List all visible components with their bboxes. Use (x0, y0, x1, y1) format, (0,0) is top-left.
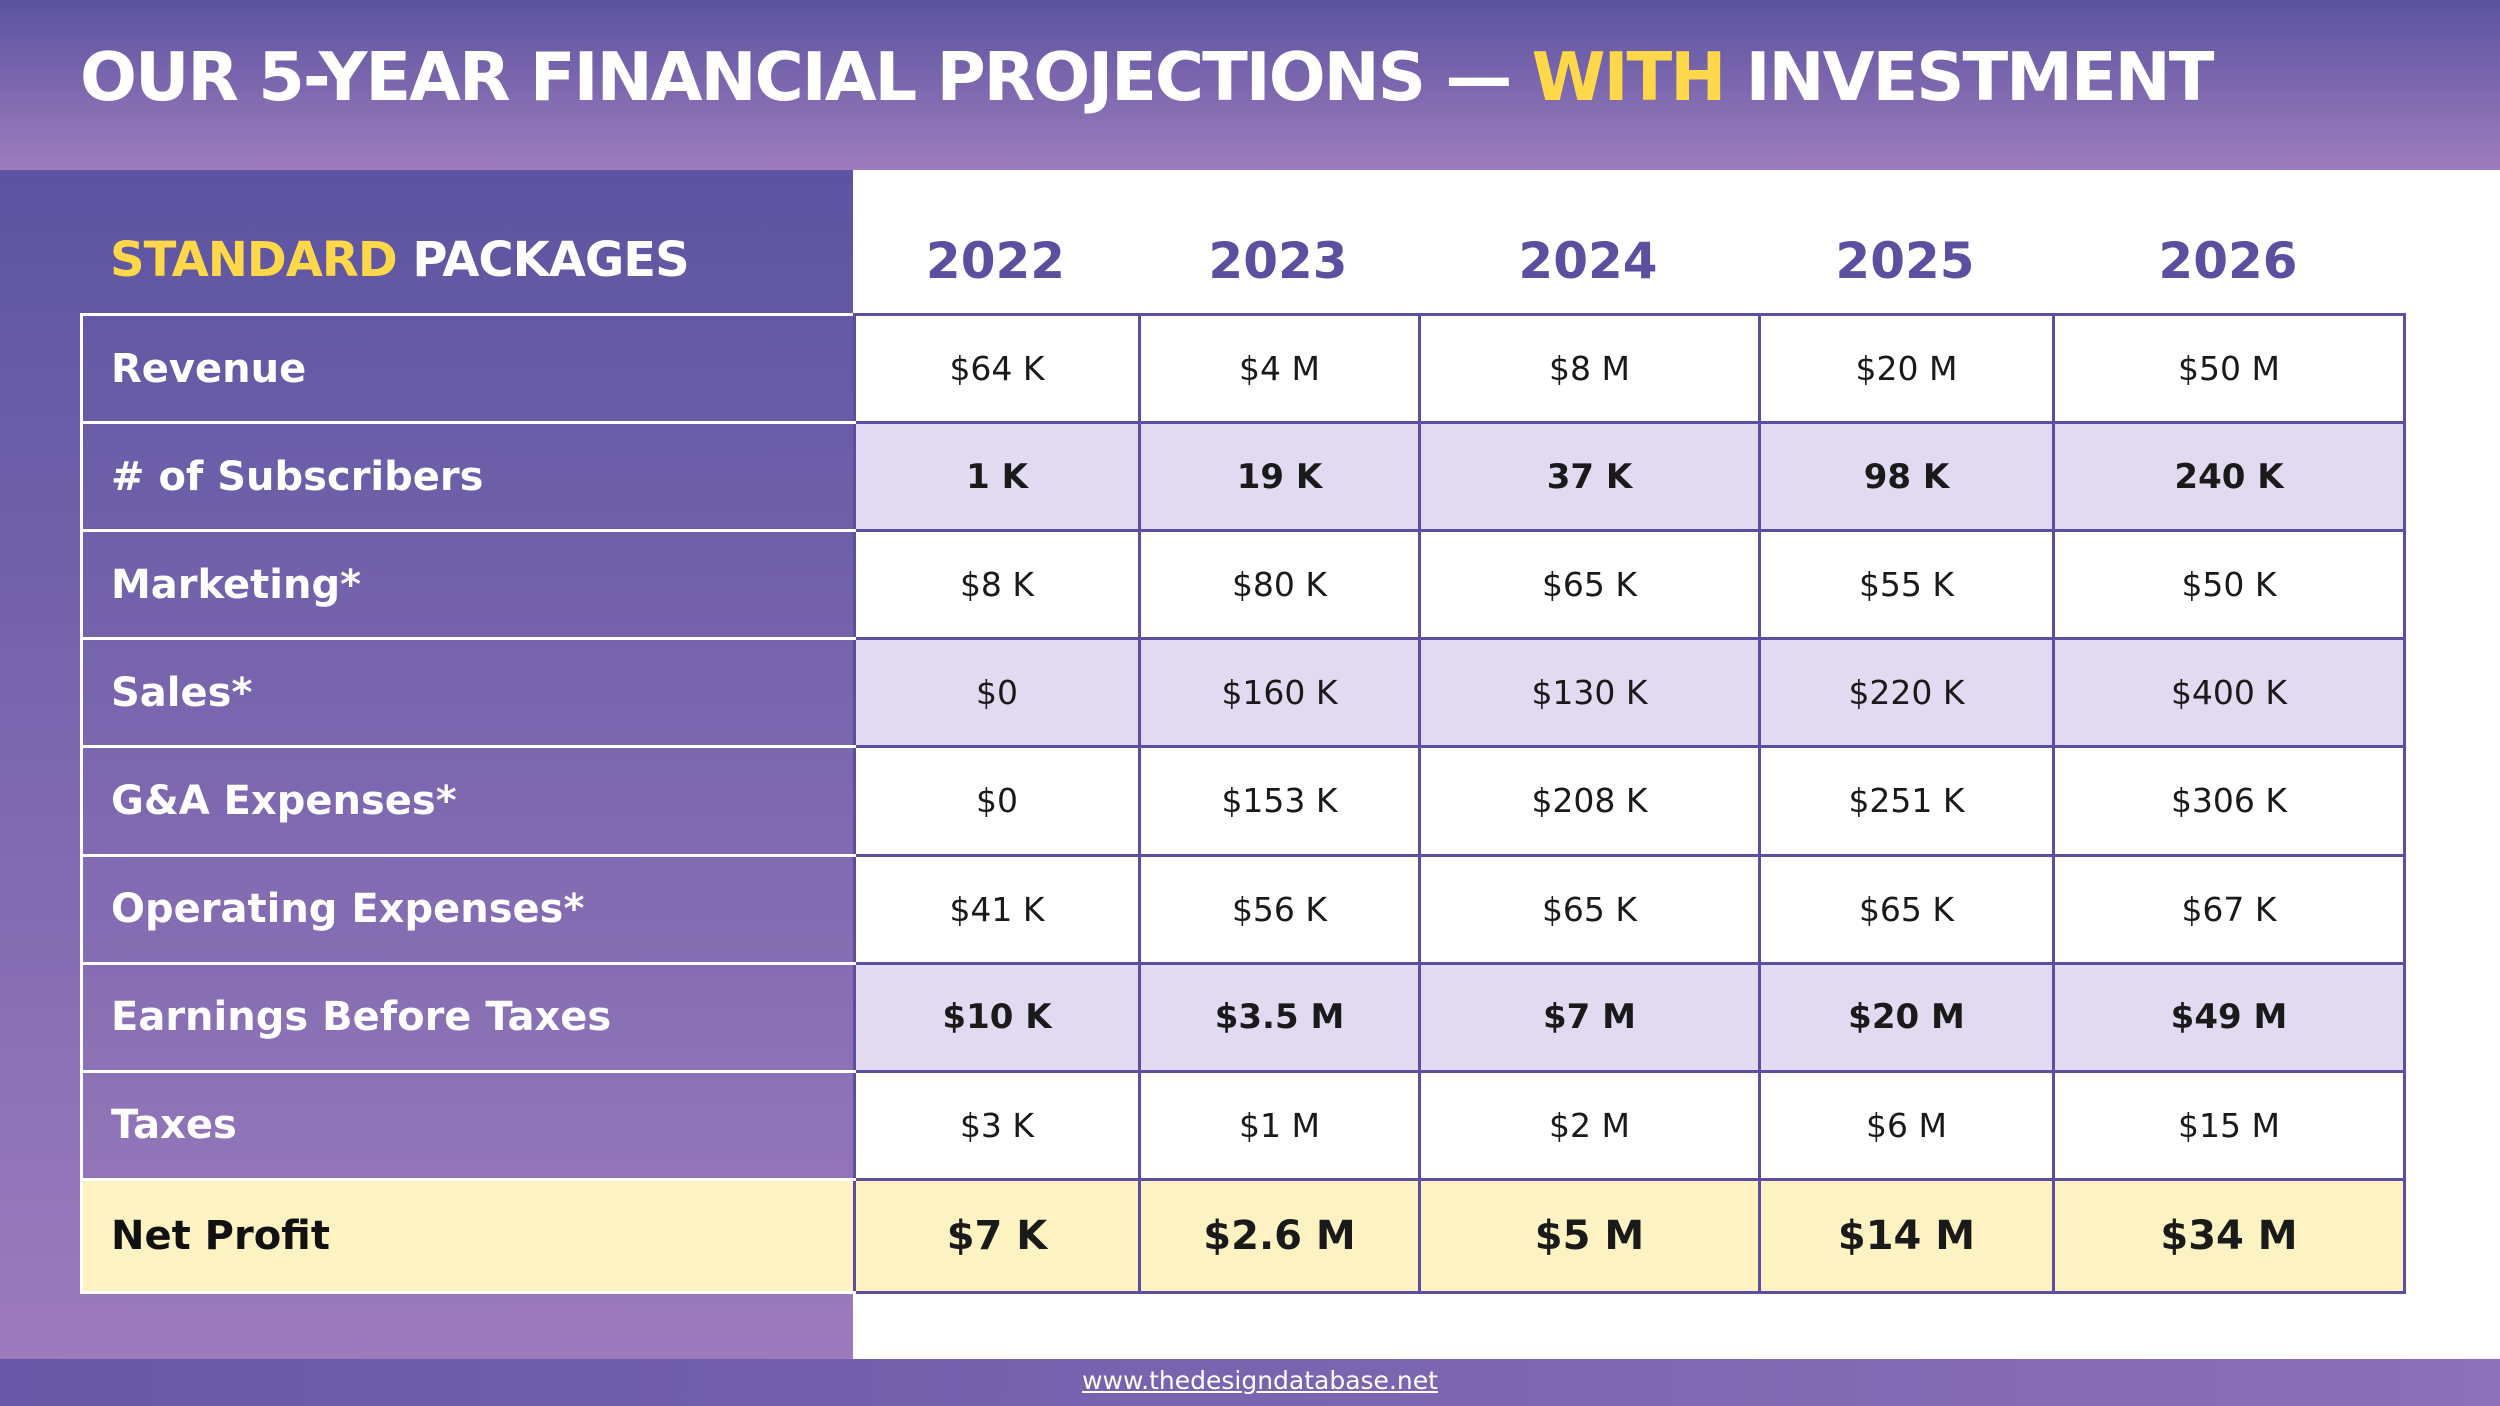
table-cell: 98 K (1758, 421, 2055, 533)
table-cell: $14 M (1758, 1177, 2055, 1295)
row-label: Sales* (80, 637, 856, 749)
table-row-sales: Sales* $0 $160 K $130 K $220 K $400 K (80, 637, 2406, 749)
title-part-1: OUR 5-YEAR FINANCIAL PROJECTIONS — (80, 38, 1532, 116)
table-cell: 19 K (1138, 421, 1421, 533)
row-label: Net Profit (80, 1177, 856, 1295)
table-row-subscribers: # of Subscribers 1 K 19 K 37 K 98 K 240 … (80, 421, 2406, 533)
table-cell: $34 M (2052, 1177, 2406, 1295)
table-cell: $80 K (1138, 529, 1421, 641)
year-header-2024: 2024 (1518, 232, 1658, 290)
table-cell: $65 K (1418, 529, 1761, 641)
table-row-revenue: Revenue $64 K $4 M $8 M $20 M $50 M (80, 312, 2406, 425)
title-highlight: WITH (1531, 38, 1727, 116)
table-cell: $20 M (1758, 961, 2055, 1073)
table-cell: $251 K (1758, 745, 2055, 857)
table-cell: $208 K (1418, 745, 1761, 857)
table-cell: $0 (853, 745, 1141, 857)
section-title-rest: PACKAGES (396, 232, 689, 288)
table-cell: $15 M (2052, 1069, 2406, 1181)
table-cell: $10 K (853, 961, 1141, 1073)
row-label: Operating Expenses* (80, 853, 856, 965)
website-link[interactable]: www.thedesigndatabase.net (1082, 1366, 1438, 1395)
page-title: OUR 5-YEAR FINANCIAL PROJECTIONS — WITH … (80, 38, 2215, 116)
table-cell: $64 K (853, 312, 1141, 425)
year-header-2022: 2022 (925, 232, 1066, 290)
table-cell: $67 K (2052, 853, 2406, 965)
title-part-2: INVESTMENT (1724, 38, 2215, 116)
row-label: G&A Expenses* (80, 745, 856, 857)
row-label: Taxes (80, 1069, 856, 1181)
header-banner (0, 0, 2500, 170)
table-cell: $160 K (1138, 637, 1421, 749)
table-cell: $2.6 M (1138, 1177, 1421, 1295)
table-cell: 240 K (2052, 421, 2406, 533)
section-title-highlight: STANDARD (110, 232, 398, 288)
table-cell: $306 K (2052, 745, 2406, 857)
row-label: Marketing* (80, 529, 856, 641)
table-cell: 37 K (1418, 421, 1761, 533)
table-cell: $7 M (1418, 961, 1761, 1073)
row-label: Earnings Before Taxes (80, 961, 856, 1073)
table-row-earnings-before-taxes: Earnings Before Taxes $10 K $3.5 M $7 M … (80, 961, 2406, 1073)
table-row-net-profit: Net Profit $7 K $2.6 M $5 M $14 M $34 M (80, 1177, 2406, 1295)
table-cell: $50 M (2052, 312, 2406, 425)
table-cell: $8 M (1418, 312, 1761, 425)
table-row-operating-expenses: Operating Expenses* $41 K $56 K $65 K $6… (80, 853, 2406, 965)
table-cell: $5 M (1418, 1177, 1761, 1295)
table-cell: $3 K (853, 1069, 1141, 1181)
row-label: # of Subscribers (80, 421, 856, 533)
year-header-2026: 2026 (2158, 232, 2298, 290)
table-cell: $50 K (2052, 529, 2406, 641)
table-cell: $153 K (1138, 745, 1421, 857)
year-header-2025: 2025 (1835, 232, 1975, 290)
table-cell: $2 M (1418, 1069, 1761, 1181)
table-row-ga-expenses: G&A Expenses* $0 $153 K $208 K $251 K $3… (80, 745, 2406, 857)
table-cell: $400 K (2052, 637, 2406, 749)
table-cell: $1 M (1138, 1069, 1421, 1181)
table-cell: $4 M (1138, 312, 1421, 425)
table-row-marketing: Marketing* $8 K $80 K $65 K $55 K $50 K (80, 529, 2406, 641)
year-header-2023: 2023 (1208, 232, 1348, 290)
table-cell: $130 K (1418, 637, 1761, 749)
table-cell: $49 M (2052, 961, 2406, 1073)
table-cell: $220 K (1758, 637, 2055, 749)
row-label: Revenue (80, 312, 856, 425)
table-cell: $8 K (853, 529, 1141, 641)
table-cell: $3.5 M (1138, 961, 1421, 1073)
section-title: STANDARD PACKAGES (110, 232, 690, 288)
table-cell: $7 K (853, 1177, 1141, 1295)
table-row-taxes: Taxes $3 K $1 M $2 M $6 M $15 M (80, 1069, 2406, 1181)
table-cell: $0 (853, 637, 1141, 749)
table-cell: $56 K (1138, 853, 1421, 965)
table-cell: 1 K (853, 421, 1141, 533)
table-cell: $65 K (1418, 853, 1761, 965)
table-cell: $20 M (1758, 312, 2055, 425)
table-cell: $6 M (1758, 1069, 2055, 1181)
footer-bar (0, 1359, 2500, 1406)
table-cell: $65 K (1758, 853, 2055, 965)
table-cell: $41 K (853, 853, 1141, 965)
table-cell: $55 K (1758, 529, 2055, 641)
projections-table: Revenue $64 K $4 M $8 M $20 M $50 M # of… (80, 312, 2406, 1295)
